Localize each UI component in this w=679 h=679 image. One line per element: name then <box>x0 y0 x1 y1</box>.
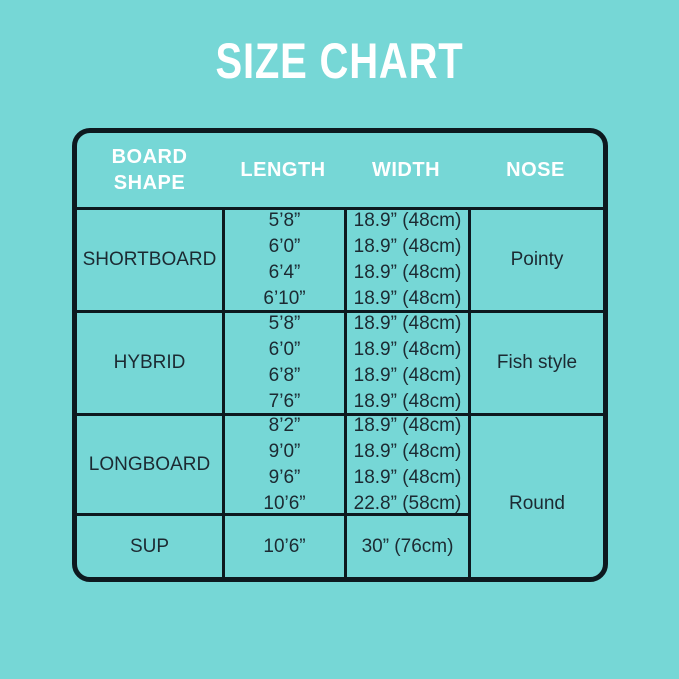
nose-cell-hybrid: Fish style <box>468 310 603 413</box>
width-value: 22.8” (58cm) <box>353 492 462 514</box>
shape-cell-shortboard: SHORTBOARD <box>77 207 222 310</box>
width-value: 18.9” (48cm) <box>353 313 462 334</box>
length-value: 6’10” <box>263 288 306 309</box>
length-value: 5’8” <box>268 313 301 334</box>
length-value: 6’0” <box>268 339 301 360</box>
size-table: BOARD SHAPE LENGTH WIDTH NOSE SHORTBOARD… <box>72 128 608 582</box>
width-value: 18.9” (48cm) <box>353 414 462 436</box>
length-cell-shortboard: 5’8” 6’0” 6’4” 6’10” <box>222 207 344 310</box>
width-value: 18.9” (48cm) <box>353 236 462 257</box>
length-value: 9’0” <box>268 440 301 462</box>
page-title: SIZE CHART <box>215 33 464 89</box>
length-value: 8’2” <box>268 414 301 436</box>
length-value: 10’6” <box>263 492 306 514</box>
length-value: 6’8” <box>268 365 301 386</box>
width-value: 18.9” (48cm) <box>353 466 462 488</box>
length-value: 6’0” <box>268 236 301 257</box>
width-value: 18.9” (48cm) <box>353 339 462 360</box>
width-value: 18.9” (48cm) <box>353 391 462 412</box>
column-header-width: WIDTH <box>371 159 441 181</box>
shape-cell-hybrid: HYBRID <box>77 310 222 413</box>
width-value: 18.9” (48cm) <box>353 210 462 231</box>
length-cell-longboard: 8’2” 9’0” 9’6” 10’6” <box>222 413 344 514</box>
shape-cell-longboard: LONGBOARD <box>77 413 222 513</box>
width-cell-longboard: 18.9” (48cm) 18.9” (48cm) 18.9” (48cm) 2… <box>344 413 468 514</box>
length-value: 6’4” <box>268 262 301 283</box>
nose-cell-round-merged: Round <box>468 413 603 577</box>
width-cell-shortboard: 18.9” (48cm) 18.9” (48cm) 18.9” (48cm) 1… <box>344 207 468 310</box>
width-value: 18.9” (48cm) <box>353 440 462 462</box>
nose-cell-shortboard: Pointy <box>468 207 603 310</box>
column-header-nose: NOSE <box>506 159 565 181</box>
length-cell-sup: 10’6” <box>222 513 344 577</box>
length-value: 5’8” <box>268 210 301 231</box>
width-cell-hybrid: 18.9” (48cm) 18.9” (48cm) 18.9” (48cm) 1… <box>344 310 468 413</box>
column-header-length: LENGTH <box>240 159 326 181</box>
column-header-board-shape: BOARD SHAPE <box>111 146 188 194</box>
width-value: 18.9” (48cm) <box>353 288 462 309</box>
width-value: 30” (76cm) <box>361 535 454 557</box>
width-cell-sup: 30” (76cm) <box>344 513 468 577</box>
length-value: 9’6” <box>268 466 301 488</box>
length-value: 7’6” <box>268 391 301 412</box>
length-value: 10’6” <box>263 535 306 557</box>
width-value: 18.9” (48cm) <box>353 365 462 386</box>
length-cell-hybrid: 5’8” 6’0” 6’8” 7’6” <box>222 310 344 413</box>
shape-cell-sup: SUP <box>77 513 222 577</box>
width-value: 18.9” (48cm) <box>353 262 462 283</box>
